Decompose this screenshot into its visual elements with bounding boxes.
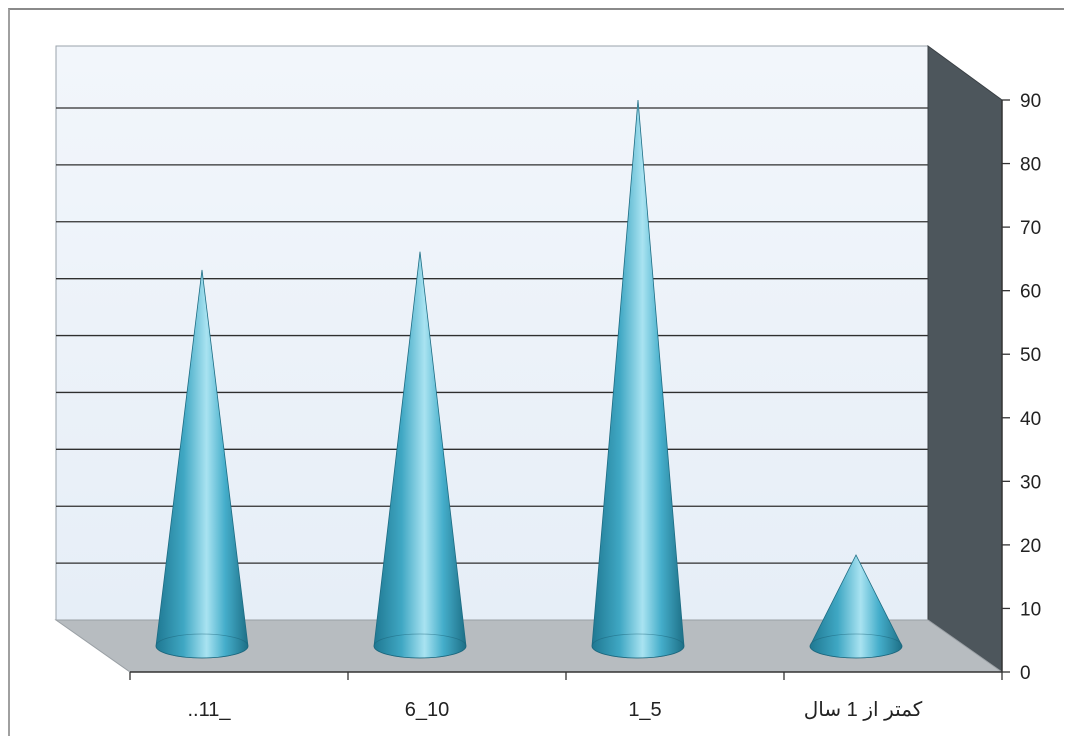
y-tick-label: 30 [1020,472,1041,493]
cone-bar [373,251,467,659]
cone-bar [591,99,685,659]
cones [155,99,903,659]
cone-bar [809,554,903,659]
y-axis-ticks: 0 10 20 30 40 50 60 70 80 90 [1002,91,1041,684]
x-category-label: ..11_ [188,699,232,721]
x-axis-ticks [129,672,1003,680]
y-tick-label: 50 [1020,345,1041,366]
x-category-label: کمتر از 1 سال [804,699,923,721]
chart-frame [8,8,1064,736]
y-tick-label: 20 [1020,536,1041,557]
y-tick-label: 60 [1020,282,1041,303]
x-category-label: 6_10 [405,699,450,721]
y-tick-label: 70 [1020,218,1041,239]
x-category-label: 1_5 [628,699,661,721]
cone-bar [155,269,249,659]
y-tick-label: 10 [1020,599,1041,620]
y-tick-label: 90 [1020,91,1041,112]
category-labels: ..11_ 6_10 1_5 کمتر از 1 سال [188,699,923,721]
y-tick-label: 40 [1020,409,1041,430]
side-wall [927,45,1003,673]
y-tick-label: 80 [1020,155,1041,176]
y-tick-label: 0 [1020,663,1031,684]
